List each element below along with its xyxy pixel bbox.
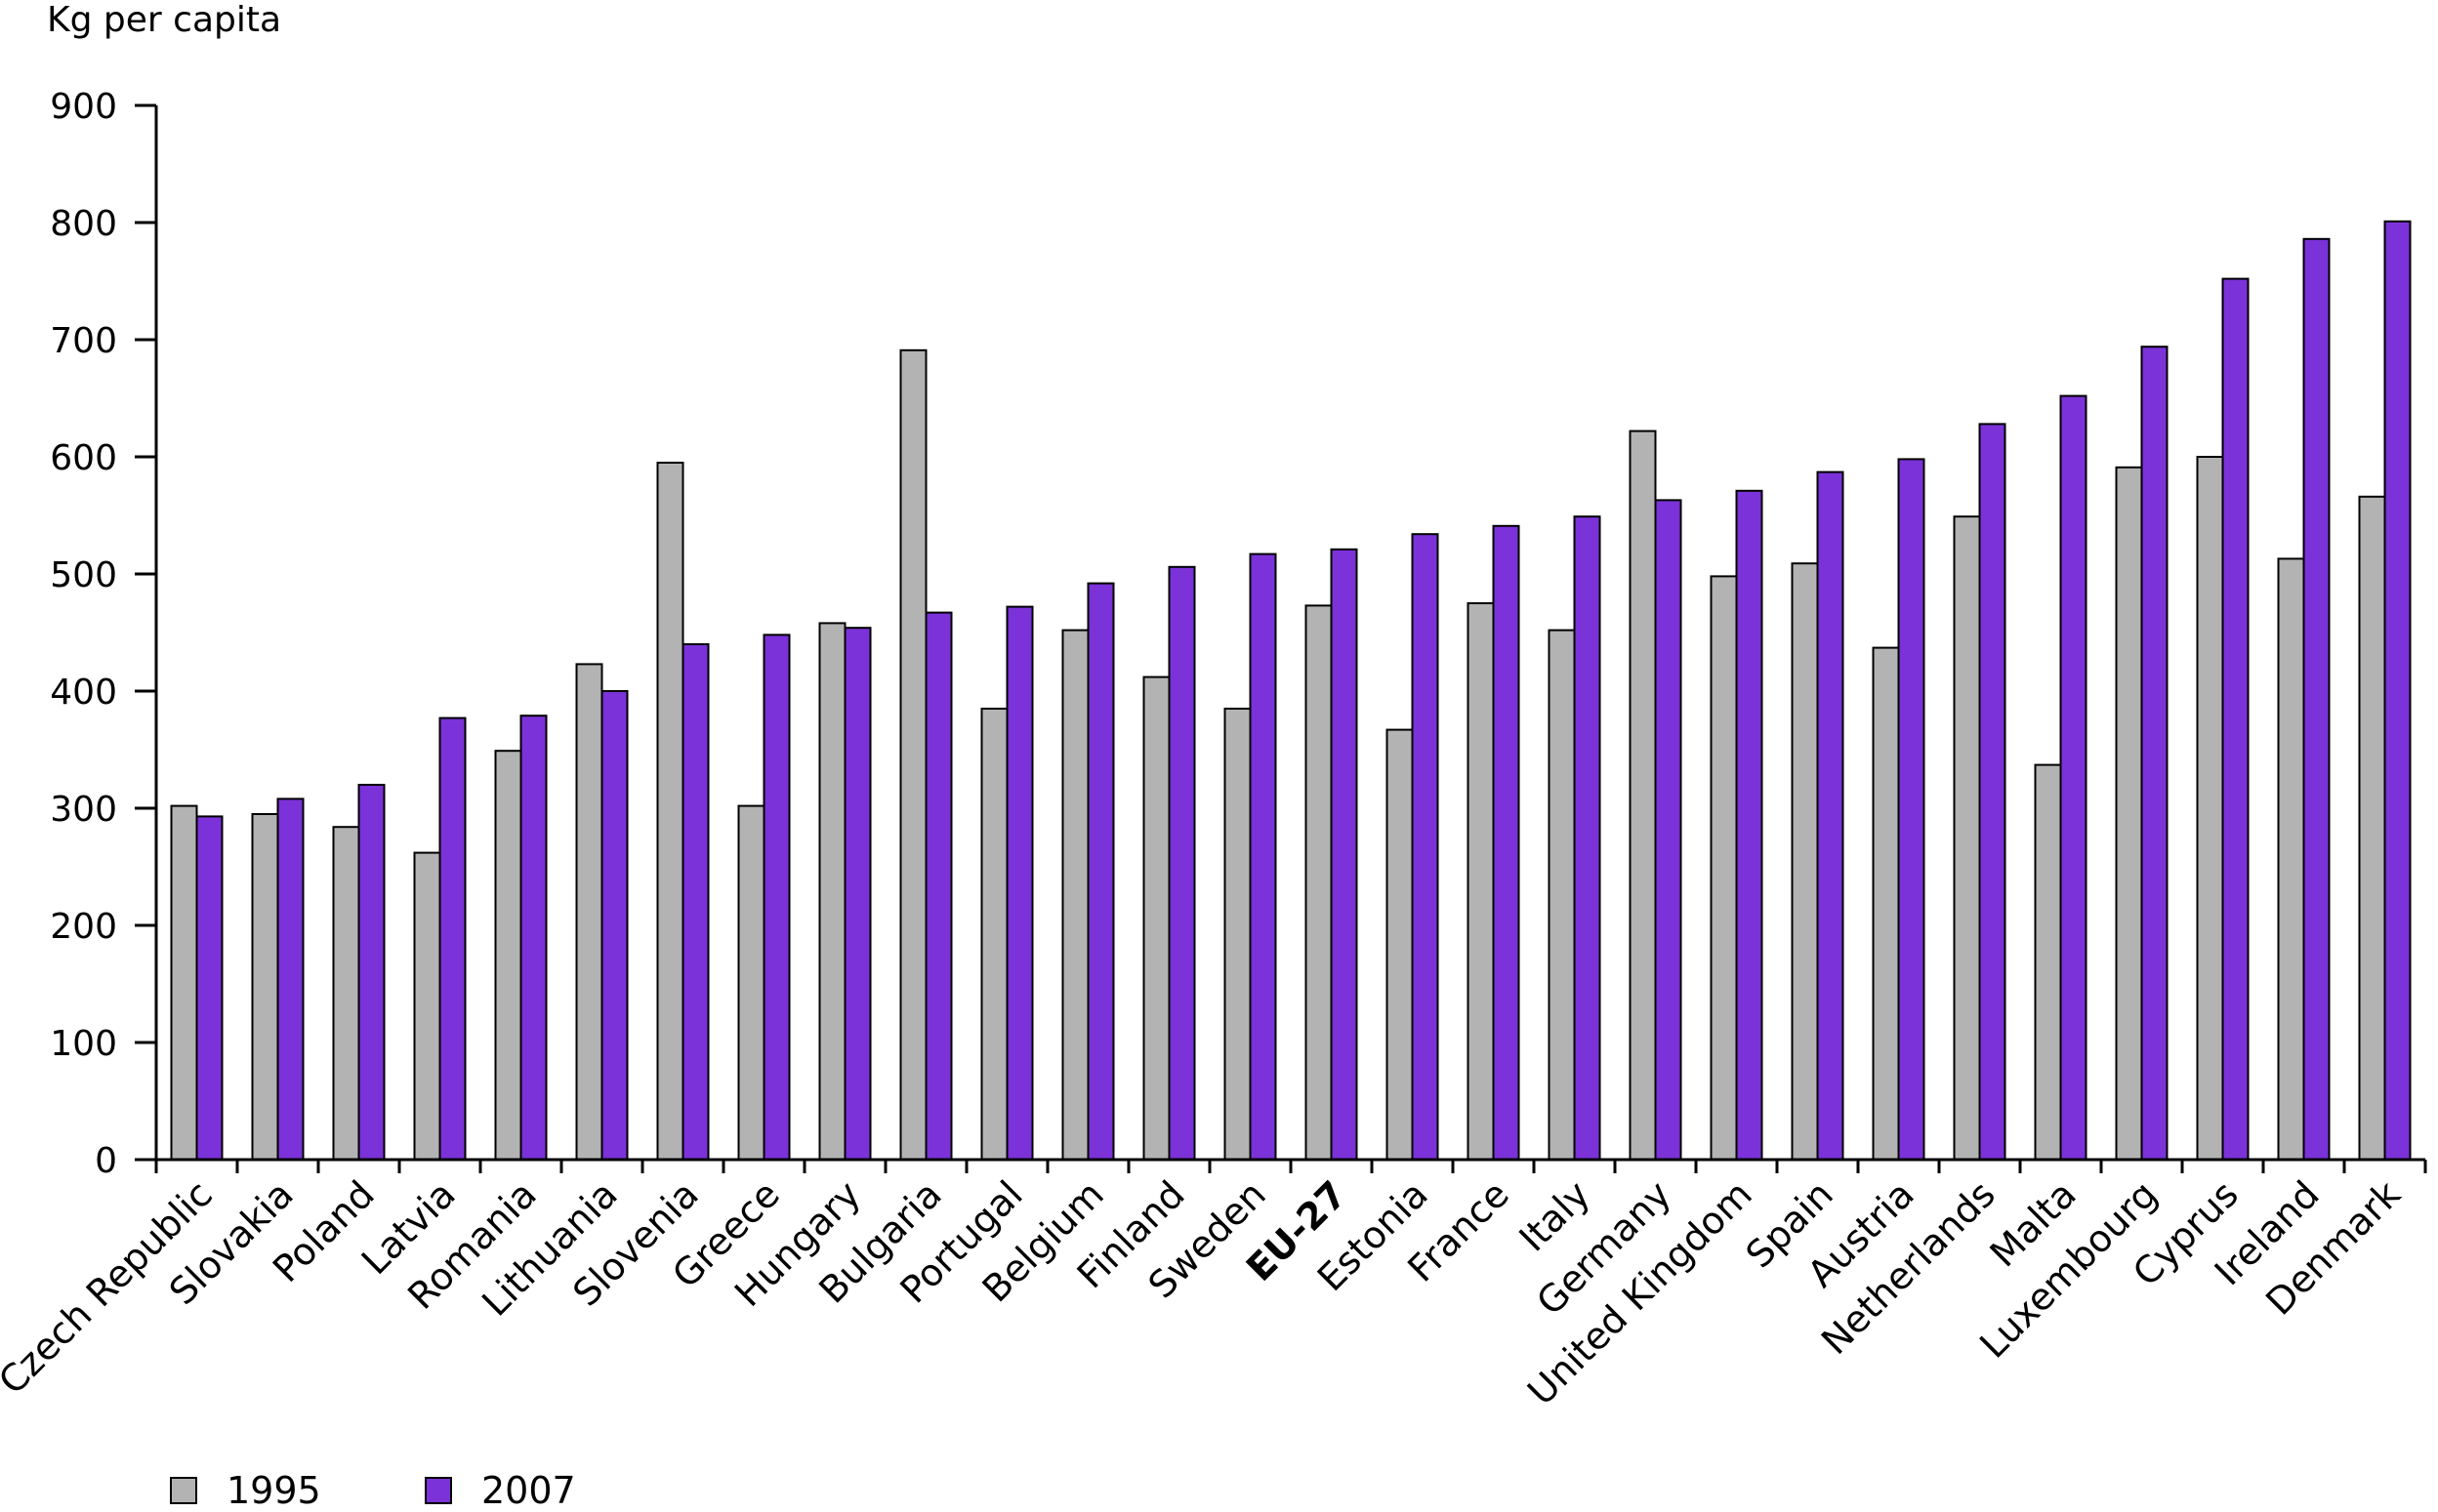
legend-label-2007: 2007 — [481, 1469, 576, 1512]
bar-2007-sweden — [1249, 552, 1277, 1161]
bar-1995-poland — [332, 826, 360, 1161]
bar-2007-finland — [1168, 565, 1196, 1161]
bar-2007-romania — [519, 715, 548, 1161]
bar-2007-poland — [357, 784, 386, 1161]
bar-2007-malta — [2059, 394, 2087, 1162]
bar-2007-greece — [763, 633, 791, 1161]
bar-1995-bulgaria — [899, 348, 928, 1161]
bar-2007-estonia — [1411, 533, 1439, 1161]
bar-1995-sweden — [1223, 708, 1252, 1161]
bar-1995-belgium — [1061, 629, 1090, 1161]
bar-2007-latvia — [438, 716, 467, 1161]
bar-1995-ireland — [2277, 557, 2305, 1161]
legend-label-1995: 1995 — [227, 1469, 321, 1512]
bar-2007-lithuania — [600, 690, 629, 1161]
y-axis-title: Kg per capita — [47, 0, 282, 40]
bar-1995-portugal — [980, 708, 1009, 1161]
bar-1995-czech-republic — [170, 804, 198, 1161]
bar-2007-france — [1492, 524, 1520, 1161]
bar-1995-malta — [2034, 763, 2062, 1161]
bar-1995-italy — [1548, 629, 1576, 1161]
bar-1995-latvia — [413, 851, 441, 1161]
y-tick-label-900: 900 — [50, 87, 117, 127]
y-tick-label-700: 700 — [50, 321, 117, 361]
bar-1995-cyprus — [2196, 456, 2224, 1161]
bar-2007-austria — [1897, 458, 1925, 1161]
bar-2007-slovakia — [276, 797, 305, 1162]
legend-swatch-1995 — [170, 1477, 197, 1504]
bar-1995-austria — [1872, 646, 1900, 1161]
y-tick-label-300: 300 — [50, 790, 117, 830]
y-tick-label-0: 0 — [95, 1141, 117, 1181]
bar-1995-hungary — [818, 622, 847, 1161]
legend-item-2007: 2007 — [425, 1469, 576, 1512]
bar-2007-portugal — [1006, 605, 1034, 1161]
y-tick-label-500: 500 — [50, 555, 117, 595]
bar-2007-czech-republic — [195, 815, 224, 1162]
bar-2007-bulgaria — [925, 611, 953, 1161]
bar-2007-cyprus — [2221, 277, 2250, 1162]
bar-1995-romania — [494, 750, 522, 1161]
bar-1995-united-kingdom — [1710, 575, 1738, 1161]
bar-1995-finland — [1142, 675, 1171, 1161]
bar-2007-ireland — [2302, 237, 2331, 1162]
bar-1995-spain — [1791, 562, 1819, 1161]
bar-2007-spain — [1816, 470, 1844, 1162]
bar-1995-luxembourg — [2115, 466, 2143, 1161]
y-tick-label-400: 400 — [50, 673, 117, 713]
bar-2007-slovenia — [682, 643, 710, 1161]
legend-item-1995: 1995 — [170, 1469, 321, 1512]
bar-2007-germany — [1654, 499, 1682, 1161]
bar-1995-estonia — [1385, 728, 1414, 1161]
bar-2007-netherlands — [1978, 423, 2006, 1161]
bar-2007-denmark — [2383, 220, 2412, 1162]
bar-1995-slovenia — [656, 462, 684, 1161]
bar-2007-luxembourg — [2140, 346, 2169, 1161]
bar-2007-united-kingdom — [1735, 489, 1763, 1161]
bar-1995-germany — [1629, 429, 1657, 1162]
y-tick-label-600: 600 — [50, 438, 117, 478]
bar-1995-slovakia — [251, 813, 279, 1161]
y-tick-label-200: 200 — [50, 907, 117, 947]
bar-2007-eu-27 — [1330, 548, 1358, 1161]
bar-1995-eu-27 — [1304, 604, 1333, 1161]
bar-2007-belgium — [1087, 582, 1115, 1161]
bar-1995-denmark — [2358, 495, 2386, 1161]
bar-1995-france — [1467, 602, 1495, 1161]
bar-1995-greece — [737, 804, 765, 1161]
legend-swatch-2007 — [425, 1477, 452, 1504]
bar-1995-netherlands — [1953, 515, 1981, 1161]
bar-1995-lithuania — [575, 663, 603, 1162]
y-tick-label-100: 100 — [50, 1024, 117, 1064]
bar-2007-italy — [1573, 515, 1601, 1161]
y-tick-label-800: 800 — [50, 204, 117, 244]
bar-2007-hungary — [844, 627, 872, 1161]
